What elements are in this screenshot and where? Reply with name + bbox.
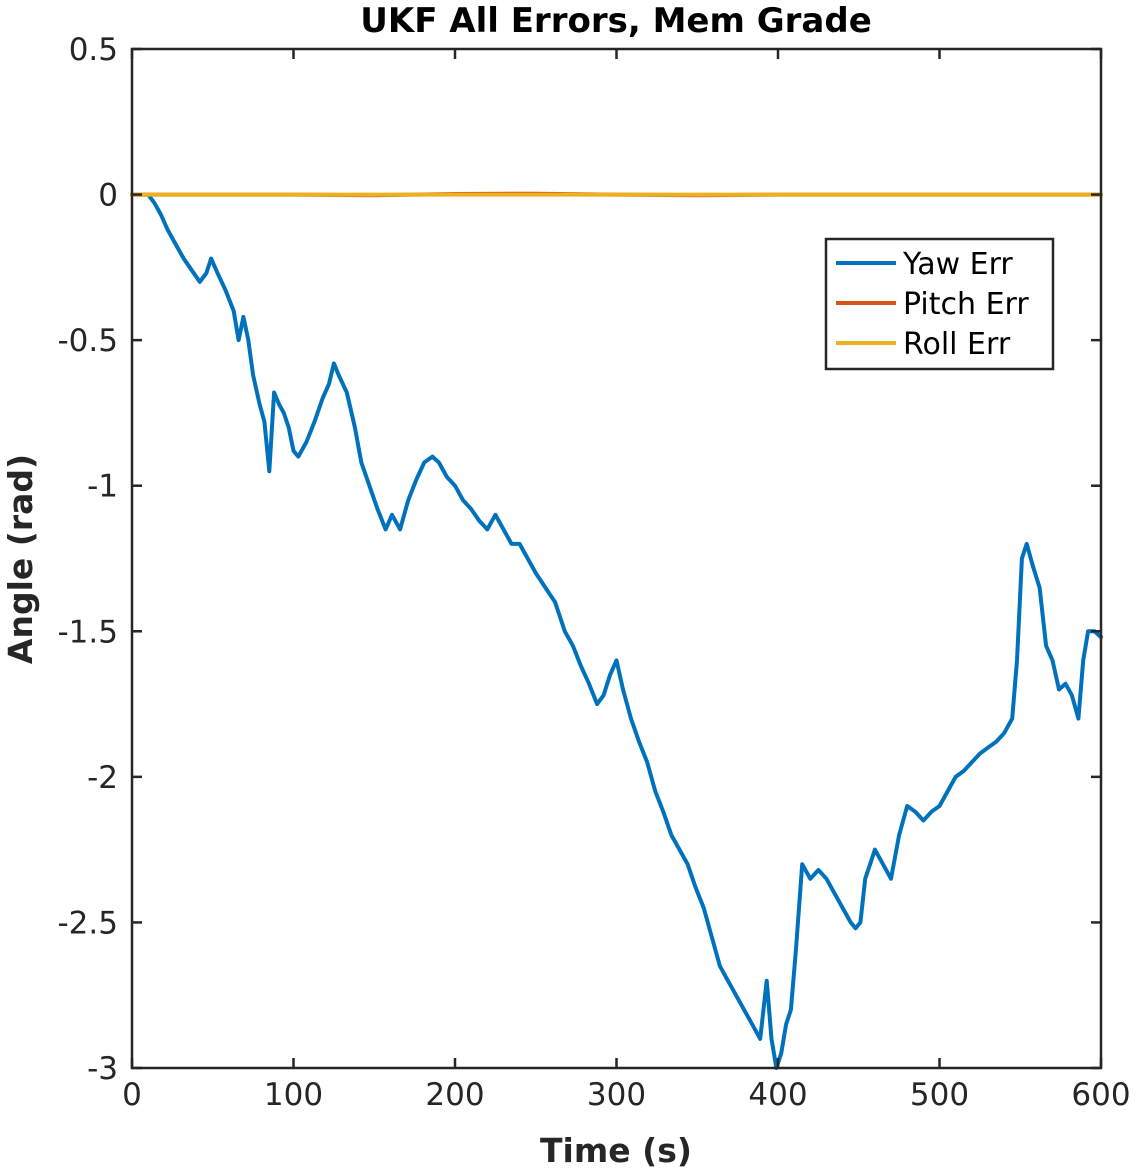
legend: Yaw Err Pitch Err Roll Err <box>824 237 1055 371</box>
legend-box <box>824 237 1055 371</box>
y-tick-label: -1.5 <box>58 614 119 650</box>
legend-label: Pitch Err <box>903 287 1029 322</box>
x-tick-label: 300 <box>587 1077 646 1113</box>
tick-labels: 0 100 200 300 400 500 600 0.5 0 -0.5 -1 -1.5 -2 -2.5 -… <box>58 32 1131 1113</box>
y-tick-label: -3 <box>87 1051 118 1087</box>
axes-box <box>130 47 1103 1070</box>
series-layer <box>130 191 1103 1070</box>
plot-background <box>132 49 1101 1068</box>
x-tick-label: 400 <box>748 1077 807 1113</box>
y-tick-label: 0.5 <box>69 32 118 68</box>
ticks-layer <box>130 47 1103 1070</box>
legend-items: Yaw Err Pitch Err Roll Err <box>836 247 1029 362</box>
legend-label: Yaw Err <box>902 247 1013 282</box>
y-tick-label: -2.5 <box>58 905 119 941</box>
y-axis-label: Angle (rad) <box>1 454 40 664</box>
y-tick-label: 0 <box>98 178 118 214</box>
x-tick-label: 600 <box>1071 1077 1130 1113</box>
x-tick-label: 200 <box>425 1077 484 1113</box>
x-tick-label: 500 <box>910 1077 969 1113</box>
y-tick-label: -2 <box>87 760 118 796</box>
series-line-1 <box>130 192 1103 1070</box>
y-tick-label: -0.5 <box>58 323 119 359</box>
plot-area <box>130 47 1103 1070</box>
x-tick-label: 100 <box>264 1077 323 1113</box>
chart-title: UKF All Errors, Mem Grade <box>360 1 872 41</box>
x-axis-label: Time (s) <box>540 1131 692 1169</box>
legend-label: Roll Err <box>903 327 1011 362</box>
y-tick-label: -1 <box>87 469 118 505</box>
x-tick-label: 0 <box>122 1077 142 1113</box>
